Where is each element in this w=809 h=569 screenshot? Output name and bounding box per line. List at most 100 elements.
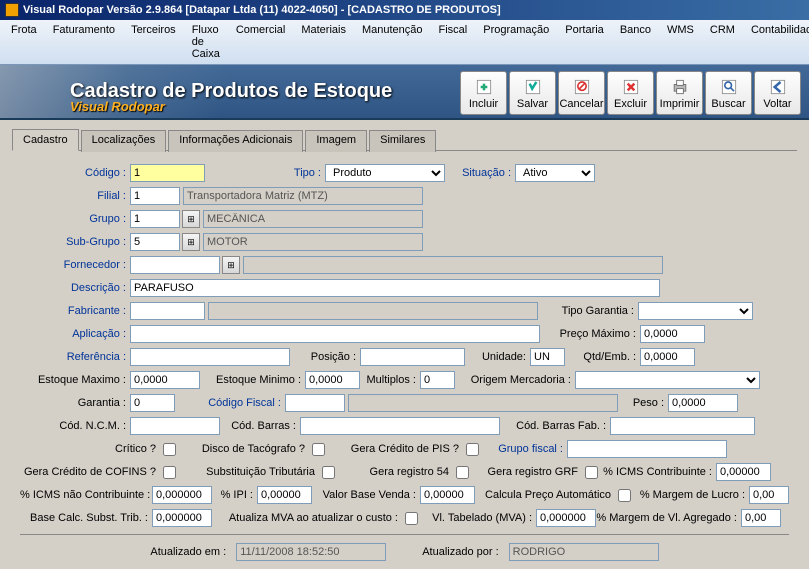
codigo-input[interactable] [130,164,205,182]
tipo-garantia-select[interactable] [638,302,753,320]
margem-agreg-input[interactable] [741,509,781,527]
tipo-select[interactable]: Produto [325,164,445,182]
g54-check[interactable] [456,466,469,479]
origem-select[interactable] [575,371,760,389]
menu-wms[interactable]: WMS [660,22,701,62]
lbl-fornecedor: Fornecedor : [20,259,130,271]
toolbar: Incluir Salvar Cancelar Excluir Imprimir… [460,71,801,115]
salvar-button[interactable]: Salvar [509,71,556,115]
atualizado-em [236,543,386,561]
tab-imagem[interactable]: Imagem [305,130,367,152]
ipi-input[interactable] [257,486,312,504]
grupo-lookup-button[interactable]: ⊞ [182,210,200,228]
tab-info[interactable]: Informações Adicionais [168,130,303,152]
tab-localizacoes[interactable]: Localizações [81,130,167,152]
lbl-barras-fab: Cód. Barras Fab. : [500,420,610,432]
back-icon [768,77,788,97]
banner-title: Cadastro de Produtos de Estoque [70,80,392,103]
estmax-input[interactable] [130,371,200,389]
peso-input[interactable] [668,394,738,412]
grupo-input[interactable] [130,210,180,228]
mult-input[interactable] [420,371,455,389]
window-titlebar: Visual Rodopar Versão 2.9.864 [Datapar L… [0,0,809,20]
preco-max-input[interactable] [640,325,705,343]
lbl-descricao: Descrição : [20,282,130,294]
subgrupo-input[interactable] [130,233,180,251]
lbl-mult: Multiplos : [360,374,420,386]
situacao-select[interactable]: Ativo [515,164,595,182]
codfiscal-input[interactable] [285,394,345,412]
aplicacao-input[interactable] [130,325,540,343]
voltar-button[interactable]: Voltar [754,71,801,115]
buscar-button[interactable]: Buscar [705,71,752,115]
menu-comercial[interactable]: Comercial [229,22,293,62]
vbv-input[interactable] [420,486,475,504]
critico-check[interactable] [163,443,176,456]
menu-banco[interactable]: Banco [613,22,658,62]
lbl-origem: Origem Mercadoria : [455,374,575,386]
ncm-input[interactable] [130,417,220,435]
menu-manutencao[interactable]: Manutenção [355,22,430,62]
icms-nc-input[interactable] [152,486,212,504]
icms-c-input[interactable] [716,463,771,481]
lbl-base-subst: Base Calc. Subst. Trib. : [20,512,152,524]
lbl-icms-c: % ICMS Contribuinte : [601,466,716,478]
menu-crm[interactable]: CRM [703,22,742,62]
lbl-icms-nc: % ICMS não Contribuinte : [20,489,152,501]
lbl-critico: Crítico ? [20,443,160,455]
barras-input[interactable] [300,417,500,435]
lbl-codigo: Código : [20,167,130,179]
base-subst-input[interactable] [152,509,212,527]
grf-check[interactable] [585,466,598,479]
lbl-vl-tab: Vl. Tabelado (MVA) : [421,512,536,524]
cancel-icon [572,77,592,97]
cofins-check[interactable] [163,466,176,479]
pis-check[interactable] [466,443,479,456]
fabricante-input[interactable] [130,302,205,320]
filial-input[interactable] [130,187,180,205]
menu-fiscal[interactable]: Fiscal [432,22,475,62]
lbl-subst: Substituição Tributária [179,466,319,478]
fornecedor-lookup-button[interactable]: ⊞ [222,256,240,274]
grupo-fiscal-input[interactable] [567,440,727,458]
imprimir-button[interactable]: Imprimir [656,71,703,115]
menu-portaria[interactable]: Portaria [558,22,611,62]
lbl-atualiza-mva: Atualiza MVA ao atualizar o custo : [212,512,402,524]
lbl-estmin: Estoque Minimo : [200,374,305,386]
barras-fab-input[interactable] [610,417,755,435]
menu-materiais[interactable]: Materiais [294,22,353,62]
lbl-calc-auto: Calcula Preço Automático [475,489,615,501]
lbl-barras: Cód. Barras : [220,420,300,432]
menu-faturamento[interactable]: Faturamento [46,22,122,62]
lbl-margem-lucro: % Margem de Lucro : [634,489,749,501]
estmin-input[interactable] [305,371,360,389]
qtdemb-input[interactable] [640,348,695,366]
menu-terceiros[interactable]: Terceiros [124,22,183,62]
lbl-filial: Filial : [20,190,130,202]
referencia-input[interactable] [130,348,290,366]
lbl-cofins: Gera Crédito de COFINS ? [20,466,160,478]
descricao-input[interactable] [130,279,660,297]
incluir-button[interactable]: Incluir [460,71,507,115]
tab-cadastro[interactable]: Cadastro [12,129,79,151]
excluir-button[interactable]: Excluir [607,71,654,115]
atualiza-mva-check[interactable] [405,512,418,525]
margem-lucro-input[interactable] [749,486,789,504]
menu-frota[interactable]: Frota [4,22,44,62]
calc-auto-check[interactable] [618,489,631,502]
menu-contabilidade[interactable]: Contabilidade [744,22,809,62]
vl-tab-input[interactable] [536,509,596,527]
garantia-input[interactable] [130,394,175,412]
disco-check[interactable] [312,443,325,456]
menu-fluxo[interactable]: Fluxo de Caixa [185,22,227,62]
lbl-posicao: Posição : [290,351,360,363]
tab-similares[interactable]: Similares [369,130,436,152]
lbl-ipi: % IPI : [212,489,257,501]
unidade-input[interactable] [530,348,565,366]
posicao-input[interactable] [360,348,465,366]
cancelar-button[interactable]: Cancelar [558,71,605,115]
subst-check[interactable] [322,466,335,479]
menu-programacao[interactable]: Programação [476,22,556,62]
fornecedor-input[interactable] [130,256,220,274]
subgrupo-lookup-button[interactable]: ⊞ [182,233,200,251]
